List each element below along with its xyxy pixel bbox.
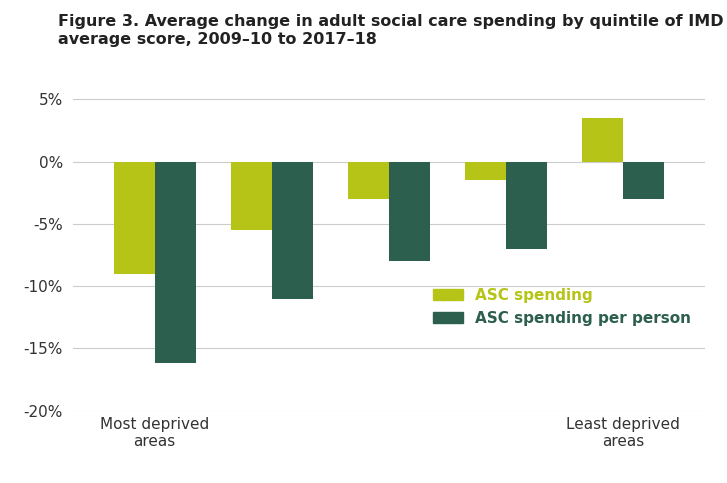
- Bar: [465, 162, 506, 180]
- Bar: [272, 162, 313, 298]
- Bar: [155, 162, 196, 363]
- Bar: [582, 118, 623, 162]
- Bar: [389, 162, 430, 261]
- Text: Most deprived
areas: Most deprived areas: [100, 417, 209, 449]
- Bar: [230, 162, 272, 230]
- Bar: [348, 162, 389, 199]
- Text: Least deprived
areas: Least deprived areas: [566, 417, 680, 449]
- Bar: [506, 162, 547, 249]
- Text: Figure 3. Average change in adult social care spending by quintile of IMD
averag: Figure 3. Average change in adult social…: [58, 14, 724, 47]
- Legend: ASC spending, ASC spending per person: ASC spending, ASC spending per person: [427, 282, 697, 332]
- Bar: [623, 162, 664, 199]
- Bar: [113, 162, 155, 274]
